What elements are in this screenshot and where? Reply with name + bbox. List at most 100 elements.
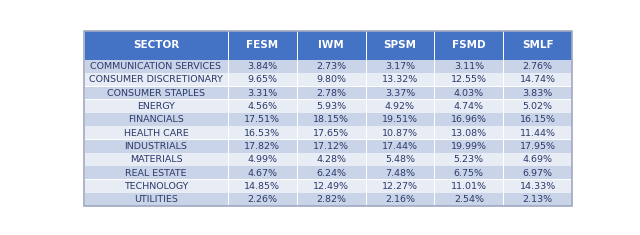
Bar bbox=[85, 166, 228, 180]
Text: 4.69%: 4.69% bbox=[523, 155, 552, 164]
Bar bbox=[435, 180, 503, 193]
Text: 5.93%: 5.93% bbox=[316, 102, 346, 111]
Text: 4.92%: 4.92% bbox=[385, 102, 415, 111]
Bar bbox=[367, 153, 435, 166]
Text: ENERGY: ENERGY bbox=[137, 102, 175, 111]
Text: 14.74%: 14.74% bbox=[520, 75, 556, 84]
Bar bbox=[367, 73, 435, 86]
Bar bbox=[504, 126, 572, 139]
Bar bbox=[504, 153, 572, 166]
Bar bbox=[298, 153, 365, 166]
Text: INDUSTRIALS: INDUSTRIALS bbox=[125, 142, 188, 151]
Text: FINANCIALS: FINANCIALS bbox=[128, 115, 184, 124]
Text: 19.51%: 19.51% bbox=[382, 115, 418, 124]
Text: REAL ESTATE: REAL ESTATE bbox=[125, 169, 187, 178]
Bar bbox=[367, 100, 435, 113]
Bar bbox=[85, 153, 228, 166]
Bar bbox=[367, 140, 435, 153]
Bar bbox=[504, 193, 572, 206]
Text: 14.85%: 14.85% bbox=[244, 182, 280, 191]
Bar bbox=[504, 60, 572, 73]
Text: SMLF: SMLF bbox=[522, 40, 554, 50]
Text: 7.48%: 7.48% bbox=[385, 169, 415, 178]
Text: 2.16%: 2.16% bbox=[385, 195, 415, 204]
Text: MATERIALS: MATERIALS bbox=[130, 155, 182, 164]
Bar bbox=[435, 73, 503, 86]
Text: HEALTH CARE: HEALTH CARE bbox=[124, 129, 188, 138]
Bar bbox=[229, 180, 297, 193]
Text: 12.27%: 12.27% bbox=[382, 182, 418, 191]
Bar bbox=[298, 126, 365, 139]
Bar bbox=[435, 166, 503, 180]
Text: 4.03%: 4.03% bbox=[454, 89, 484, 98]
Text: 16.53%: 16.53% bbox=[244, 129, 280, 138]
Text: 4.28%: 4.28% bbox=[316, 155, 346, 164]
Bar bbox=[298, 31, 365, 59]
Text: 17.44%: 17.44% bbox=[382, 142, 418, 151]
Bar bbox=[504, 113, 572, 126]
Text: 17.51%: 17.51% bbox=[244, 115, 280, 124]
Bar bbox=[298, 140, 365, 153]
Text: IWM: IWM bbox=[318, 40, 344, 50]
Text: 17.82%: 17.82% bbox=[244, 142, 280, 151]
Bar bbox=[367, 166, 435, 180]
Text: 5.02%: 5.02% bbox=[523, 102, 552, 111]
Text: 4.67%: 4.67% bbox=[247, 169, 277, 178]
Text: 6.97%: 6.97% bbox=[523, 169, 552, 178]
Text: 13.08%: 13.08% bbox=[451, 129, 487, 138]
Text: UTILITIES: UTILITIES bbox=[134, 195, 178, 204]
Text: 18.15%: 18.15% bbox=[313, 115, 349, 124]
Bar bbox=[85, 126, 228, 139]
Bar bbox=[298, 73, 365, 86]
Bar bbox=[504, 86, 572, 99]
Text: 6.75%: 6.75% bbox=[454, 169, 484, 178]
Text: 14.33%: 14.33% bbox=[520, 182, 556, 191]
Bar bbox=[504, 73, 572, 86]
Text: 2.54%: 2.54% bbox=[454, 195, 484, 204]
Bar bbox=[229, 73, 297, 86]
Text: 3.83%: 3.83% bbox=[522, 89, 553, 98]
Text: 17.65%: 17.65% bbox=[313, 129, 349, 138]
Bar bbox=[367, 113, 435, 126]
Text: 5.23%: 5.23% bbox=[454, 155, 484, 164]
Bar bbox=[298, 166, 365, 180]
Bar bbox=[504, 180, 572, 193]
Text: 12.49%: 12.49% bbox=[313, 182, 349, 191]
Bar bbox=[504, 166, 572, 180]
Bar bbox=[298, 86, 365, 99]
Text: 3.37%: 3.37% bbox=[385, 89, 415, 98]
Bar bbox=[85, 86, 228, 99]
Text: 2.82%: 2.82% bbox=[316, 195, 346, 204]
Text: 9.65%: 9.65% bbox=[247, 75, 277, 84]
Bar bbox=[298, 180, 365, 193]
Bar bbox=[435, 86, 503, 99]
Bar bbox=[229, 193, 297, 206]
Text: CONSUMER STAPLES: CONSUMER STAPLES bbox=[107, 89, 205, 98]
Text: 17.12%: 17.12% bbox=[313, 142, 349, 151]
Bar bbox=[85, 140, 228, 153]
Text: 4.99%: 4.99% bbox=[247, 155, 277, 164]
Bar bbox=[367, 60, 435, 73]
Text: 2.78%: 2.78% bbox=[316, 89, 346, 98]
Bar bbox=[229, 113, 297, 126]
Bar bbox=[85, 60, 228, 73]
Bar bbox=[435, 113, 503, 126]
Text: 5.48%: 5.48% bbox=[385, 155, 415, 164]
Bar bbox=[435, 31, 503, 59]
Text: CONSUMER DISCRETIONARY: CONSUMER DISCRETIONARY bbox=[89, 75, 223, 84]
Text: 2.13%: 2.13% bbox=[523, 195, 553, 204]
Bar bbox=[229, 86, 297, 99]
Text: SPSM: SPSM bbox=[383, 40, 417, 50]
Bar bbox=[229, 100, 297, 113]
Bar bbox=[367, 126, 435, 139]
Bar bbox=[298, 113, 365, 126]
Text: 2.26%: 2.26% bbox=[247, 195, 277, 204]
Bar bbox=[435, 193, 503, 206]
Text: 6.24%: 6.24% bbox=[316, 169, 346, 178]
Text: TECHNOLOGY: TECHNOLOGY bbox=[124, 182, 188, 191]
Bar bbox=[435, 140, 503, 153]
Text: 3.31%: 3.31% bbox=[247, 89, 278, 98]
Text: 16.96%: 16.96% bbox=[451, 115, 487, 124]
Bar bbox=[298, 60, 365, 73]
Bar bbox=[435, 153, 503, 166]
